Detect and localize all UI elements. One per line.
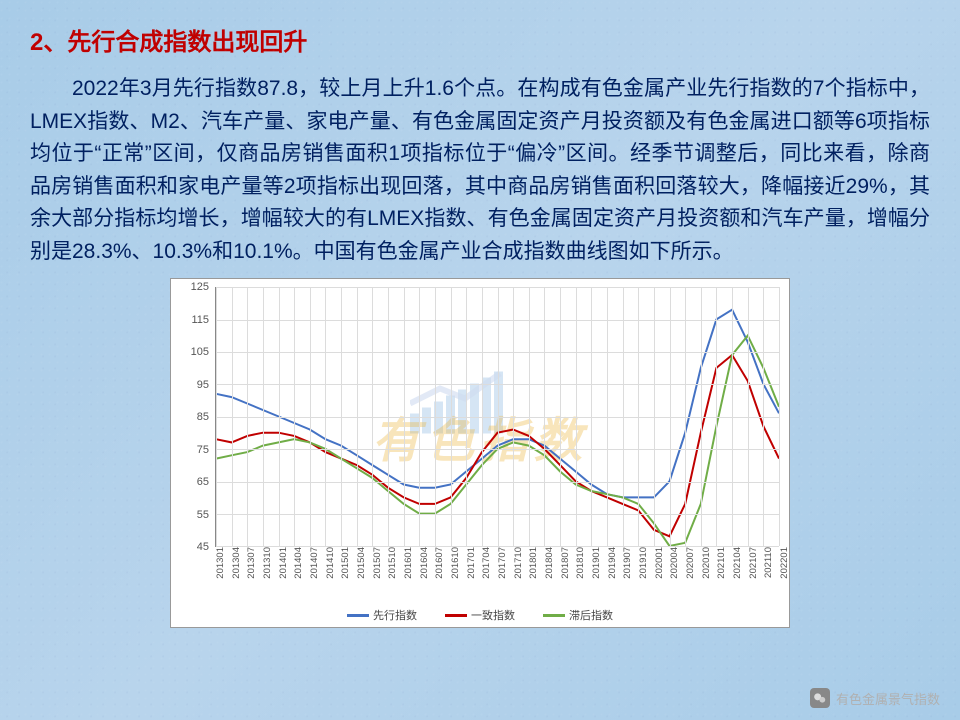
legend-label: 一致指数 xyxy=(471,607,515,623)
y-tick-label: 95 xyxy=(197,379,209,391)
x-tick-label: 201704 xyxy=(481,547,492,579)
x-tick-label: 202110 xyxy=(763,547,774,578)
x-tick-label: 201901 xyxy=(591,547,602,579)
x-tick-label: 201401 xyxy=(278,547,289,579)
x-tick-label: 202004 xyxy=(669,547,680,579)
y-tick-label: 85 xyxy=(197,411,209,423)
x-tick-label: 201510 xyxy=(387,547,398,579)
y-axis: 455565758595105115125 xyxy=(171,287,215,547)
x-tick-label: 201304 xyxy=(231,547,242,579)
x-tick-label: 201904 xyxy=(607,547,618,579)
x-tick-label: 201604 xyxy=(419,547,430,579)
x-tick-label: 202201 xyxy=(779,547,790,579)
y-tick-label: 115 xyxy=(191,314,209,326)
x-tick-label: 202101 xyxy=(716,547,727,579)
x-tick-label: 201804 xyxy=(544,547,555,579)
legend-item: 先行指数 xyxy=(347,607,417,623)
x-tick-label: 201504 xyxy=(356,547,367,579)
x-tick-label: 202007 xyxy=(685,547,696,579)
x-tick-label: 201701 xyxy=(466,547,477,579)
composite-index-chart: 有色指数 455565758595105115125 2013012013042… xyxy=(170,278,790,628)
x-tick-label: 201410 xyxy=(325,547,336,579)
x-tick-label: 201310 xyxy=(262,547,273,579)
chart-legend: 先行指数 一致指数 滞后指数 xyxy=(171,607,789,623)
x-tick-label: 201707 xyxy=(497,547,508,579)
x-tick-label: 201810 xyxy=(575,547,586,579)
legend-label: 先行指数 xyxy=(373,607,417,623)
y-tick-label: 75 xyxy=(197,444,209,456)
plot-area xyxy=(215,287,779,547)
legend-swatch xyxy=(543,614,565,617)
wechat-icon xyxy=(810,688,830,708)
y-tick-label: 125 xyxy=(191,281,209,293)
x-tick-label: 201607 xyxy=(434,547,445,579)
x-axis: 201301 201304 201307 201310 201401 201404 2014… xyxy=(215,547,779,599)
x-tick-label: 201404 xyxy=(293,547,304,579)
section-heading: 2、先行合成指数出现回升 xyxy=(0,0,960,65)
x-tick-label: 201307 xyxy=(246,547,257,579)
x-tick-label: 202104 xyxy=(732,547,743,579)
legend-swatch xyxy=(445,614,467,617)
source-label: 有色金属景气指数 xyxy=(836,689,940,708)
source-tag: 有色金属景气指数 xyxy=(810,688,940,708)
legend-swatch xyxy=(347,614,369,617)
y-tick-label: 65 xyxy=(197,476,209,488)
y-tick-label: 105 xyxy=(191,346,209,358)
body-paragraph: 2022年3月先行指数87.8，较上月上升1.6个点。在构成有色金属产业先行指数… xyxy=(0,65,960,278)
x-tick-label: 201610 xyxy=(450,547,461,579)
legend-item: 滞后指数 xyxy=(543,607,613,623)
x-tick-label: 201301 xyxy=(215,547,226,579)
x-tick-label: 201601 xyxy=(403,547,414,579)
x-tick-label: 201907 xyxy=(622,547,633,579)
x-tick-label: 202107 xyxy=(748,547,759,579)
x-tick-label: 201710 xyxy=(513,547,524,579)
x-tick-label: 201507 xyxy=(372,547,383,579)
x-tick-label: 201501 xyxy=(340,547,351,579)
x-tick-label: 202001 xyxy=(654,547,665,579)
legend-label: 滞后指数 xyxy=(569,607,613,623)
y-tick-label: 45 xyxy=(197,541,209,553)
x-tick-label: 201910 xyxy=(638,547,649,579)
legend-item: 一致指数 xyxy=(445,607,515,623)
x-tick-label: 202010 xyxy=(701,547,712,579)
y-tick-label: 55 xyxy=(197,509,209,521)
x-tick-label: 201407 xyxy=(309,547,320,579)
x-tick-label: 201807 xyxy=(560,547,571,579)
x-tick-label: 201801 xyxy=(528,547,539,579)
